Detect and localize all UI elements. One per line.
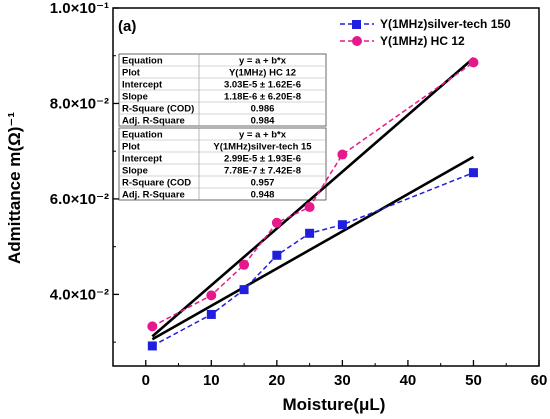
data-point xyxy=(468,57,479,68)
fit-table-key: Slope xyxy=(122,92,148,103)
y-axis-title: Admittance m(Ω)⁻¹ xyxy=(5,112,24,264)
fit-table-value: 0.957 xyxy=(251,178,275,189)
data-point xyxy=(468,168,478,178)
data-point xyxy=(206,290,217,301)
x-tick-label: 0 xyxy=(142,372,150,389)
fit-table-value: 1.18E-6 ± 6.20E-8 xyxy=(224,92,301,103)
fit-table-key: Plot xyxy=(122,68,141,79)
fit-table-value: 2.99E-5 ± 1.93E-6 xyxy=(224,154,301,165)
y-axis: 4.0×10⁻² 6.0×10⁻² 8.0×10⁻² 1.0×10⁻¹ xyxy=(50,0,119,343)
fit-table-value: 0.984 xyxy=(251,116,275,127)
x-tick-label: 20 xyxy=(269,372,286,389)
data-point xyxy=(337,220,347,230)
data-point xyxy=(271,217,282,228)
y-tick-label: 1.0×10⁻¹ xyxy=(50,0,109,17)
data-point xyxy=(337,149,348,160)
fit-table-value: Y(1MHz)silver-tech 15 xyxy=(213,142,312,153)
fit-table-value: y = a + b*x xyxy=(239,130,287,141)
data-point xyxy=(147,321,158,332)
x-axis-title: Moisture(μL) xyxy=(283,395,386,414)
fit-table-value: 7.78E-7 ± 7.42E-8 xyxy=(224,166,301,177)
fit-table-key: R-Square (COD) xyxy=(122,104,194,115)
fit-line xyxy=(151,155,475,341)
fit-table-key: Adj. R-Square xyxy=(122,116,185,127)
fit-table-key: Slope xyxy=(122,166,148,177)
legend-marker-silver xyxy=(352,20,361,29)
fit-table-value: 3.03E-5 ± 1.62E-6 xyxy=(224,80,301,91)
fit-table-value: 0.948 xyxy=(251,190,275,201)
fit-tables: Equation y = a + b*x Plot Y(1MHz) HC 12 Inte… xyxy=(118,53,327,201)
data-point xyxy=(272,250,282,260)
x-tick-label: 30 xyxy=(334,372,351,389)
data-point xyxy=(305,228,315,238)
legend-label-hc: Y(1MHz) HC 12 xyxy=(380,34,465,48)
fit-lines xyxy=(151,57,475,341)
fit-table-key: Equation xyxy=(122,130,163,141)
fit-table-value: Y(1MHz) HC 12 xyxy=(229,68,296,79)
y-tick-label: 8.0×10⁻² xyxy=(50,95,109,112)
x-tick-label: 40 xyxy=(400,372,417,389)
panel-label: (a) xyxy=(118,18,136,35)
y-tick-label: 4.0×10⁻² xyxy=(50,286,109,303)
y-tick-label: 6.0×10⁻² xyxy=(50,191,109,208)
fit-table-value: y = a + b*x xyxy=(239,56,287,67)
legend-label-silver: Y(1MHz)silver-tech 150 xyxy=(380,17,511,31)
x-tick-label: 50 xyxy=(465,372,482,389)
data-point xyxy=(206,309,216,319)
data-point xyxy=(239,285,249,295)
legend-marker-hc xyxy=(352,36,362,46)
fit-table-key: Intercept xyxy=(122,154,163,165)
data-point xyxy=(239,259,250,270)
fit-table-key: Plot xyxy=(122,142,141,153)
fit-table-key: Adj. R-Square xyxy=(122,190,185,201)
series-layer xyxy=(147,57,479,351)
x-tick-label: 10 xyxy=(203,372,220,389)
legend: Y(1MHz)silver-tech 150 Y(1MHz) HC 12 xyxy=(340,17,511,48)
fit-table-value: 0.986 xyxy=(251,104,275,115)
fit-table-key: Intercept xyxy=(122,80,163,91)
fit-line xyxy=(151,57,475,338)
data-point xyxy=(304,202,315,213)
fit-table-key: R-Square (COD xyxy=(122,178,191,189)
x-axis: 0 10 20 30 40 50 60 xyxy=(112,360,548,389)
data-point xyxy=(147,341,157,351)
x-tick-label: 60 xyxy=(531,372,548,389)
fit-table-key: Equation xyxy=(122,56,163,67)
